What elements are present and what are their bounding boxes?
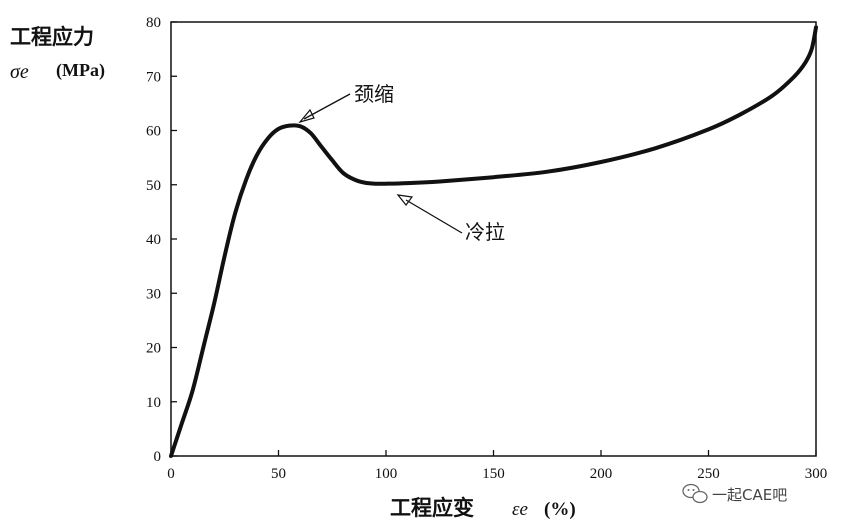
x-tick-label: 250: [697, 466, 720, 482]
y-axis-symbol: σe: [10, 61, 29, 83]
y-tick-label: 30: [146, 286, 161, 302]
x-tick-label: 0: [167, 466, 175, 482]
y-tick-label: 70: [146, 69, 161, 85]
y-tick-label: 50: [146, 178, 161, 194]
y-tick-label: 0: [154, 449, 162, 465]
y-tick-label: 80: [146, 15, 161, 31]
wechat-icon: [682, 483, 708, 504]
watermark-text: 一起CAE吧: [712, 486, 787, 504]
cold-drawing-arrow-icon: [396, 194, 414, 206]
x-tick-label: 150: [482, 466, 505, 482]
necking-leader-line: [303, 93, 351, 120]
x-tick-label: 100: [375, 466, 398, 482]
cold-drawing-leader-line: [405, 199, 463, 234]
cold-drawing-annotation: 冷拉: [396, 194, 505, 244]
stress-strain-curve: [169, 25, 818, 458]
x-ticks: 0 50 100 150 200 250 300: [167, 450, 827, 482]
x-tick-label: 300: [805, 466, 828, 482]
cold-drawing-label: 冷拉: [465, 220, 505, 244]
y-axis-title: 工程应力: [10, 25, 94, 49]
x-axis-symbol: εe: [512, 499, 528, 520]
y-tick-label: 40: [146, 232, 161, 248]
x-tick-label: 50: [271, 466, 286, 482]
y-tick-label: 20: [146, 341, 161, 357]
x-axis-title: 工程应变: [390, 496, 474, 520]
x-axis-unit: (%): [544, 499, 576, 520]
y-ticks: 0 10 20 30 40 50 60 70 80: [146, 15, 177, 465]
necking-arrow-icon: [298, 108, 315, 124]
watermark: 一起CAE吧: [682, 483, 787, 504]
x-tick-label: 200: [590, 466, 613, 482]
y-axis-unit: (MPa): [56, 60, 105, 81]
necking-annotation: 颈缩: [298, 82, 394, 124]
y-tick-label: 60: [146, 124, 161, 140]
y-tick-label: 10: [146, 395, 161, 411]
necking-label: 颈缩: [354, 82, 394, 106]
